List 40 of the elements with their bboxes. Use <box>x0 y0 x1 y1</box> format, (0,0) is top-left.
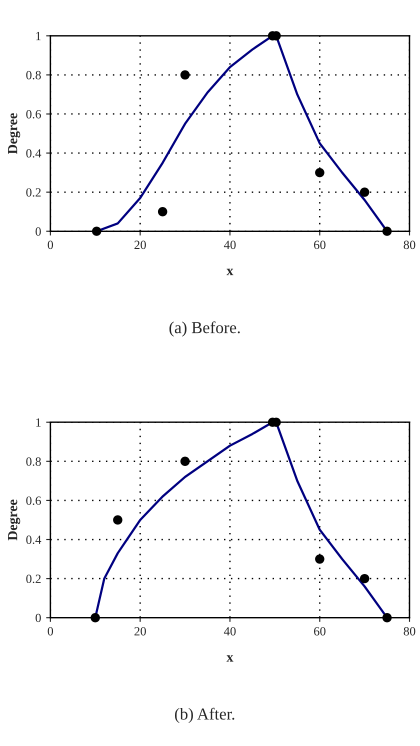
point <box>382 226 392 236</box>
y-tick-label: 0.2 <box>26 188 41 197</box>
x-axis-title: x <box>226 268 234 276</box>
point <box>113 515 122 525</box>
text: (a) Before. <box>169 321 240 337</box>
x-tick-label: 40 <box>224 240 236 250</box>
x-tick-label: 40 <box>224 627 236 636</box>
point <box>382 613 392 622</box>
y-tick-label: 0 <box>36 614 41 622</box>
y-tick-label: 0 <box>36 227 41 236</box>
y-tick-label: 1 <box>36 32 41 40</box>
x-tick-label: 80 <box>404 240 416 250</box>
y-axis-title: Degree <box>8 113 20 154</box>
point <box>360 188 370 197</box>
y-tick-label: 1 <box>36 418 41 427</box>
y-tick-label: 0.6 <box>26 496 41 505</box>
x-tick-label: 0 <box>48 627 54 636</box>
point <box>360 574 370 584</box>
point <box>315 554 324 564</box>
x-tick-label: 20 <box>134 240 146 250</box>
point <box>315 168 324 178</box>
x-tick-label: 60 <box>314 627 326 636</box>
y-tick-label: 0.8 <box>26 70 41 80</box>
point <box>180 70 190 80</box>
y-tick-label: 0.8 <box>26 457 41 466</box>
y-tick-label: 0.2 <box>26 574 41 584</box>
x-tick-label: 80 <box>404 627 416 636</box>
x-tick-label: 0 <box>48 240 54 250</box>
x-axis-title: x <box>226 655 234 662</box>
point <box>90 613 100 622</box>
x-tick-label: 60 <box>314 240 326 250</box>
y-tick-label: 0.4 <box>26 536 42 544</box>
text: (b) After. <box>174 708 234 724</box>
y-tick-label: 0.4 <box>26 149 42 158</box>
y-axis-title: Degree <box>8 500 20 540</box>
point <box>180 456 190 466</box>
point <box>92 226 102 236</box>
x-tick-label: 20 <box>134 627 146 636</box>
y-tick-label: 0.6 <box>26 110 41 119</box>
point <box>158 207 168 216</box>
